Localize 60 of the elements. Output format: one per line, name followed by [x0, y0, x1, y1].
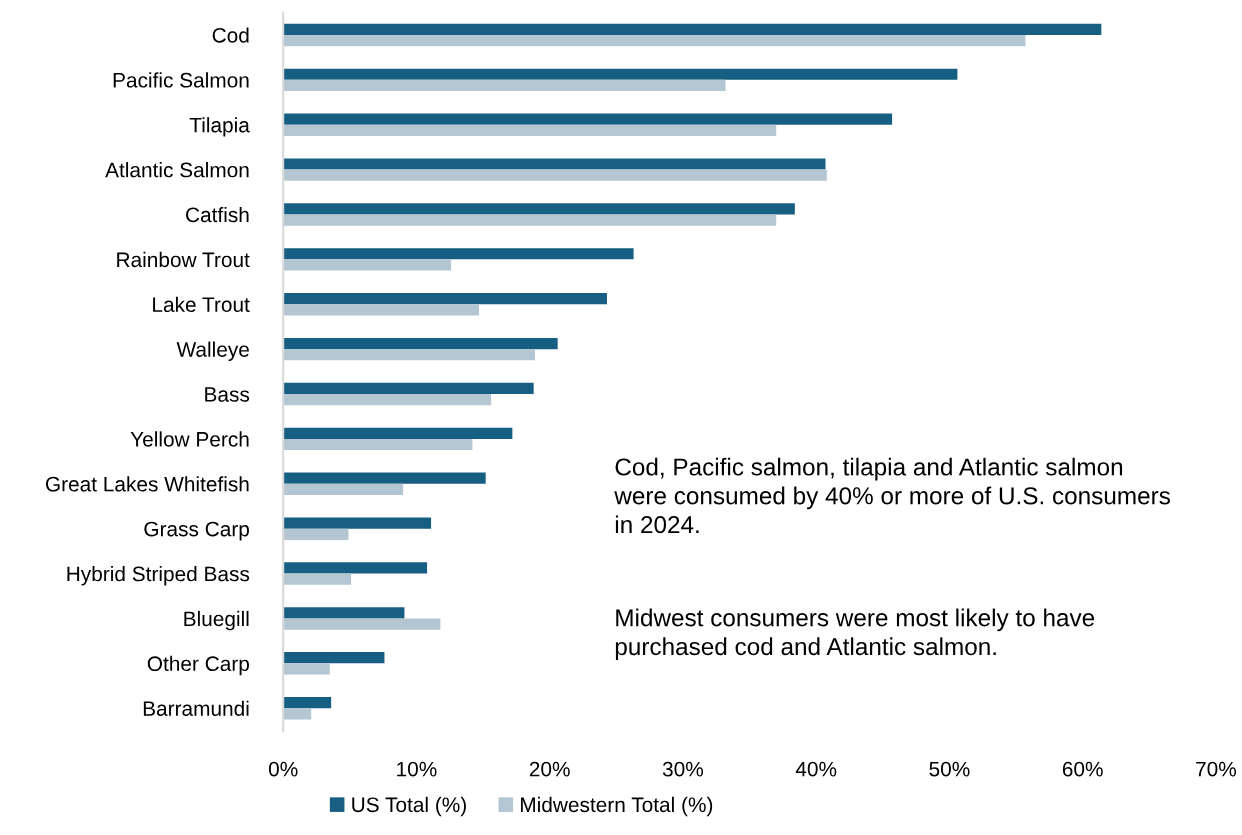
bar [283, 652, 385, 664]
bar [283, 394, 492, 406]
bar [283, 472, 486, 484]
legend-label: Midwestern Total (%) [521, 796, 713, 817]
bar [283, 124, 777, 136]
bar [283, 23, 1102, 35]
bar [283, 158, 826, 170]
bar [283, 113, 893, 125]
bar [283, 68, 958, 80]
bar [283, 427, 513, 439]
x-tick-label: 40% [795, 761, 837, 777]
bar [283, 169, 827, 181]
annotation: Midwest consumers were most likely to have purchased cod and Atlantic salmon. [615, 608, 1095, 661]
y-tick-label: Lake Trout [153, 296, 250, 313]
y-tick-label: Hybrid Striped Bass [67, 565, 250, 586]
bar [283, 562, 428, 574]
y-tick-label: Cod [212, 27, 249, 43]
bar [283, 349, 536, 361]
bar [283, 214, 777, 226]
y-tick-label: Catfish [186, 206, 249, 223]
x-tick-label: 60% [1062, 761, 1103, 777]
x-tick-label: 20% [529, 761, 570, 777]
y-tick-label: Barramundi [143, 700, 249, 716]
y-tick-label: Bluegill [184, 610, 249, 631]
x-tick-label: 50% [929, 761, 970, 777]
bar [283, 304, 480, 316]
bar [283, 34, 1026, 47]
bar [283, 517, 432, 529]
bar [283, 438, 473, 451]
y-tick-label: Great Lakes Whitefish [45, 476, 249, 492]
bar [283, 708, 312, 720]
bar [283, 618, 441, 630]
y-tick-label: Tilapia [189, 117, 250, 137]
y-tick-label: Bass [205, 387, 250, 402]
y-tick-label: Other Carp [147, 655, 249, 676]
bar [283, 259, 452, 271]
bar [283, 293, 607, 305]
bar [283, 663, 330, 675]
legend-label: US Total (%) [352, 796, 466, 817]
bar [283, 483, 404, 495]
y-tick-label: Grass Carp [144, 521, 249, 541]
annotation: Cod, Pacific salmon, tilapia and Atlantic salmon were consumed by 40% or more of U.S. consumers in 2024. [614, 457, 1170, 534]
bar [283, 573, 352, 585]
bar [283, 203, 795, 215]
bar [283, 248, 634, 260]
y-tick-label: Rainbow Trout [117, 251, 250, 268]
x-tick-label: 30% [662, 761, 704, 777]
y-tick-label: Atlantic Salmon [105, 162, 249, 178]
bar [283, 382, 534, 395]
bar [283, 528, 349, 540]
y-tick-label: Yellow Perch [130, 431, 249, 447]
x-tick-label: 70% [1196, 761, 1237, 777]
bar [283, 337, 558, 350]
bar [283, 79, 726, 92]
bar [283, 696, 332, 709]
y-tick-label: Walleye [176, 341, 249, 362]
x-tick-label: 10% [397, 761, 437, 777]
x-tick-label: 0% [268, 761, 298, 777]
y-tick-label: Pacific Salmon [113, 72, 249, 88]
bar [283, 607, 405, 619]
